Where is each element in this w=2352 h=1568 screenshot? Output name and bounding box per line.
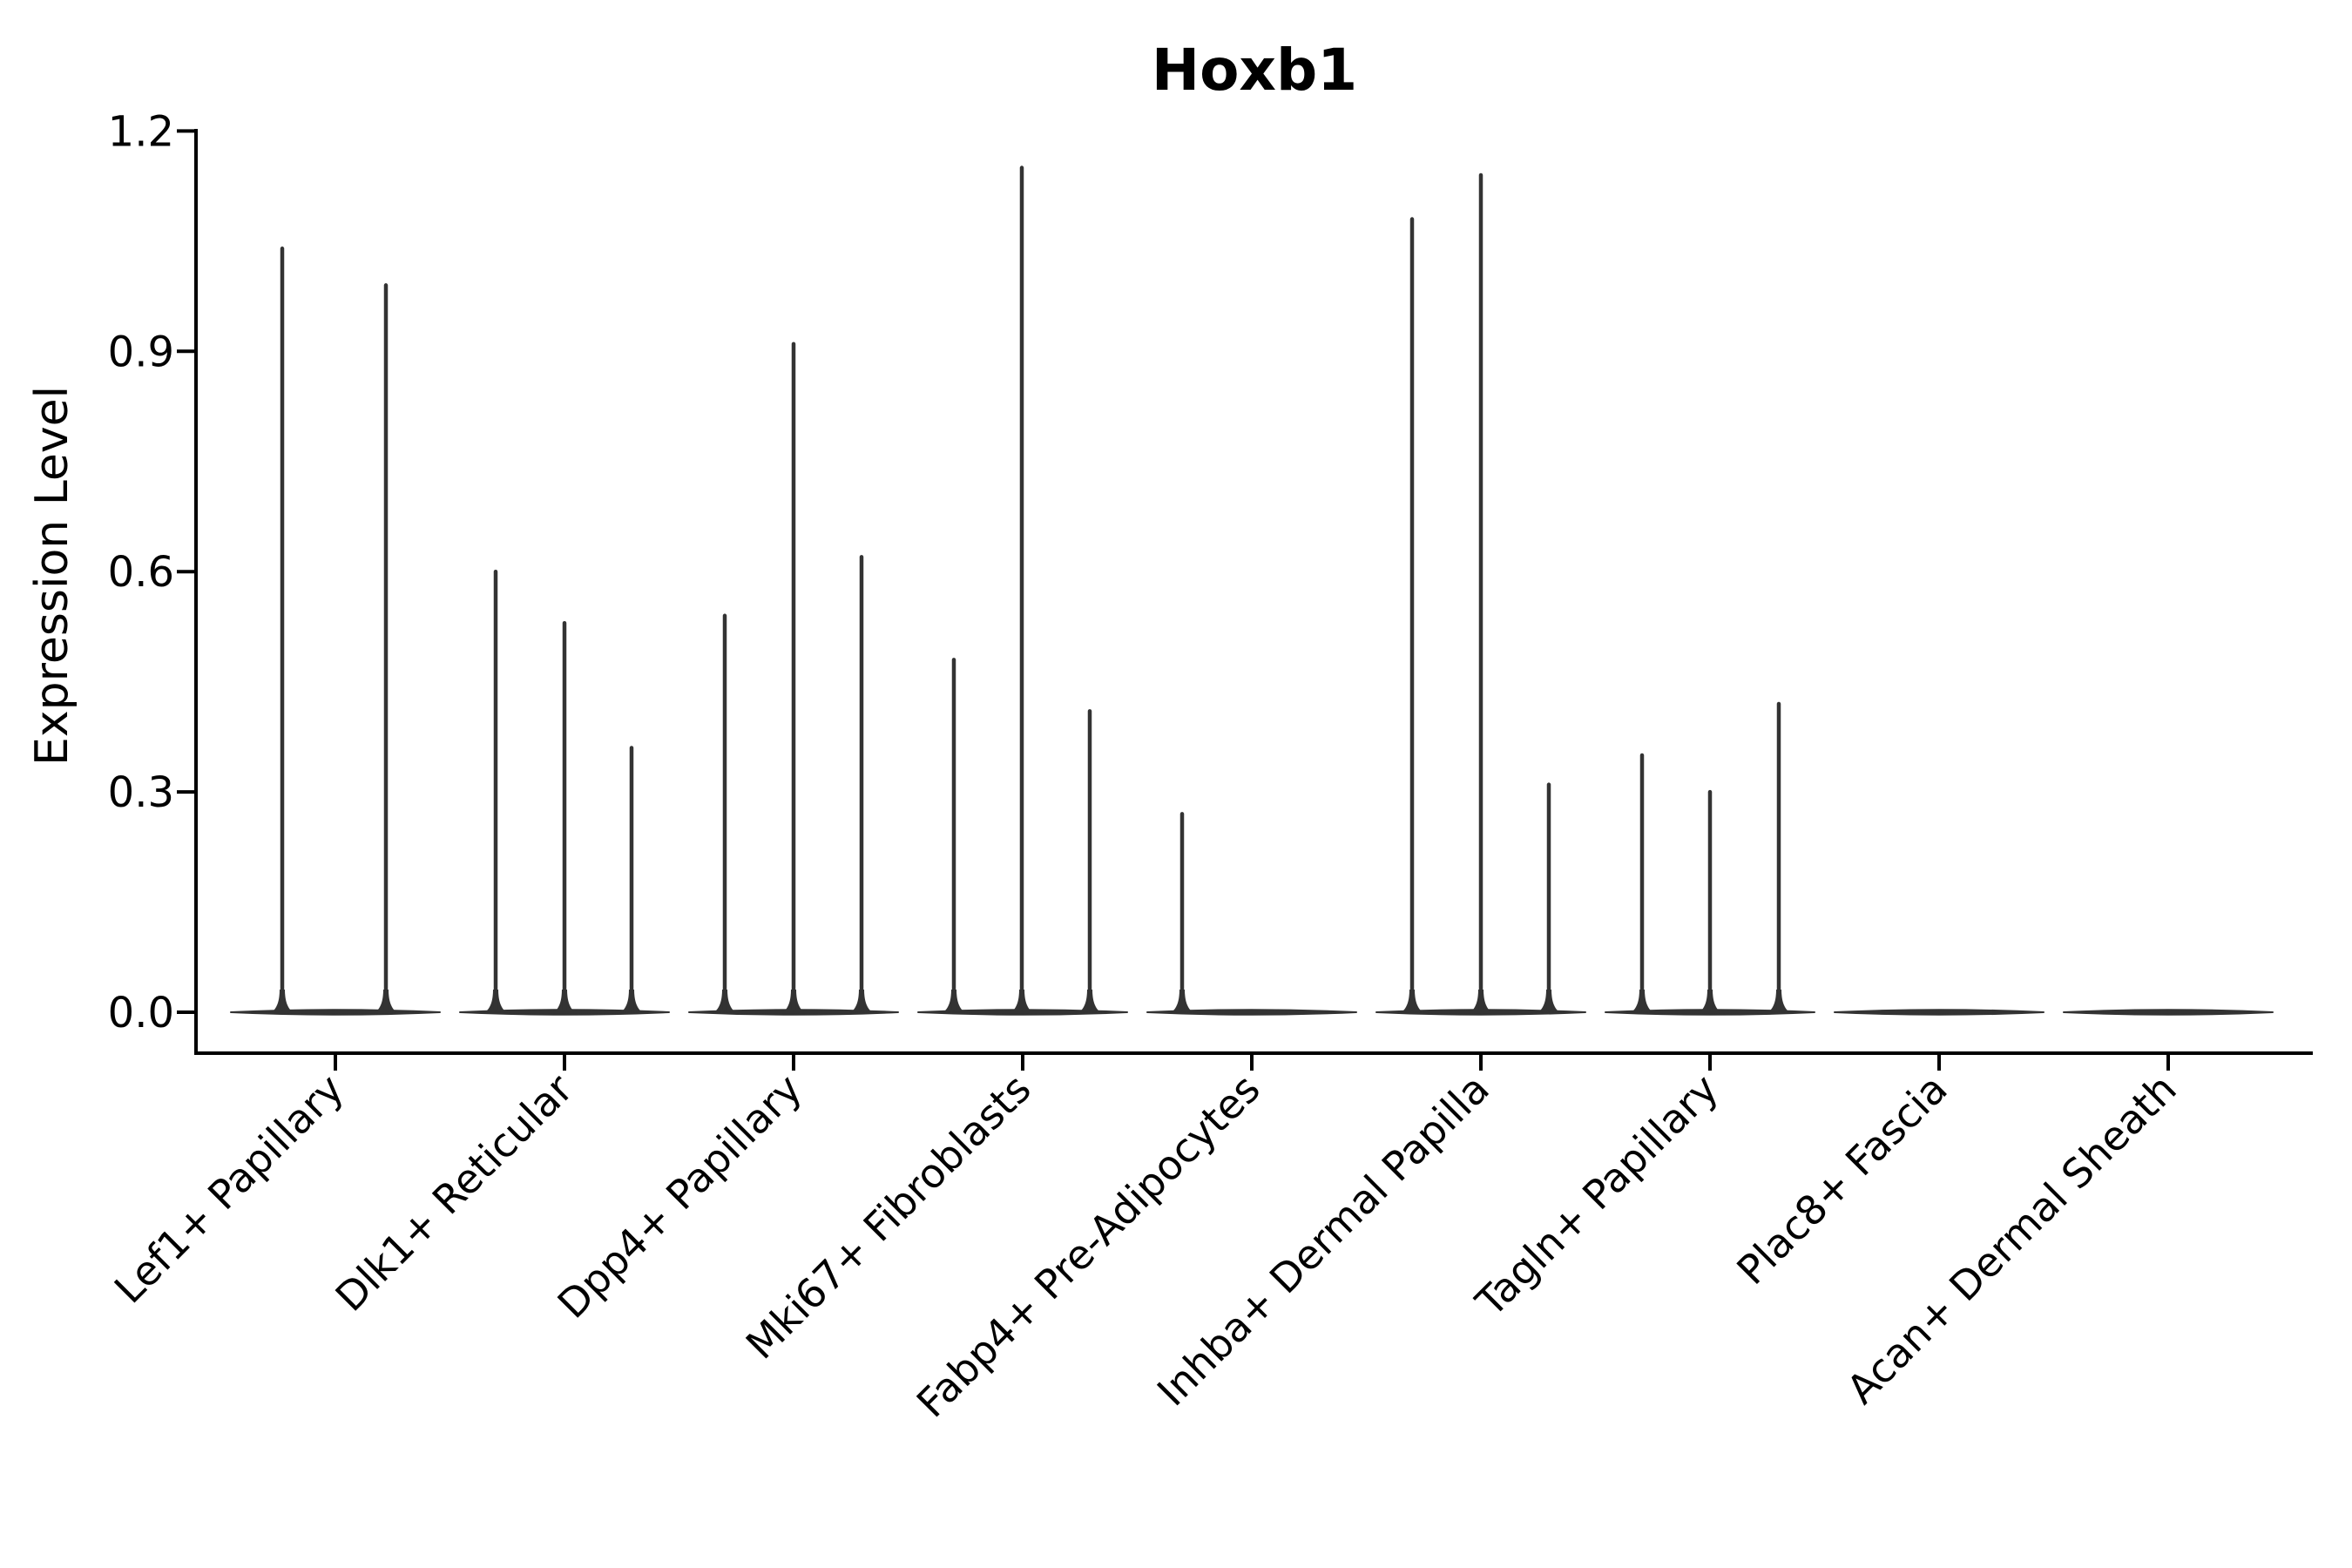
violin-baseline [230, 1009, 441, 1016]
violin-baseline [688, 1009, 899, 1016]
x-tick-label: Lef1+ Papillary [105, 1065, 353, 1313]
y-tick-label: 0.9 [108, 328, 174, 376]
y-tick-label: 0.0 [108, 989, 174, 1037]
violin-baseline [1834, 1009, 2044, 1016]
x-tick-label: Dpp4+ Papillary [549, 1065, 811, 1328]
x-tick-label: Plac8+ Fascia [1727, 1065, 1956, 1294]
plot-title: Hoxb1 [1152, 37, 1357, 104]
violin-baseline [1146, 1009, 1357, 1016]
x-tick-label: Tagln+ Papillary [1466, 1065, 1727, 1327]
y-axis-label: Expression Level [26, 386, 78, 766]
violin-baseline [1375, 1009, 1586, 1016]
x-tick-label: Dlk1+ Reticular [327, 1065, 582, 1321]
y-tick-label: 0.3 [108, 768, 174, 817]
violin-baseline [2063, 1009, 2274, 1016]
violin-baseline [1605, 1009, 1815, 1016]
y-tick-label: 1.2 [108, 107, 174, 156]
violin-baseline [459, 1009, 670, 1016]
y-tick-label: 0.6 [108, 548, 174, 597]
violin-baseline [917, 1009, 1128, 1016]
